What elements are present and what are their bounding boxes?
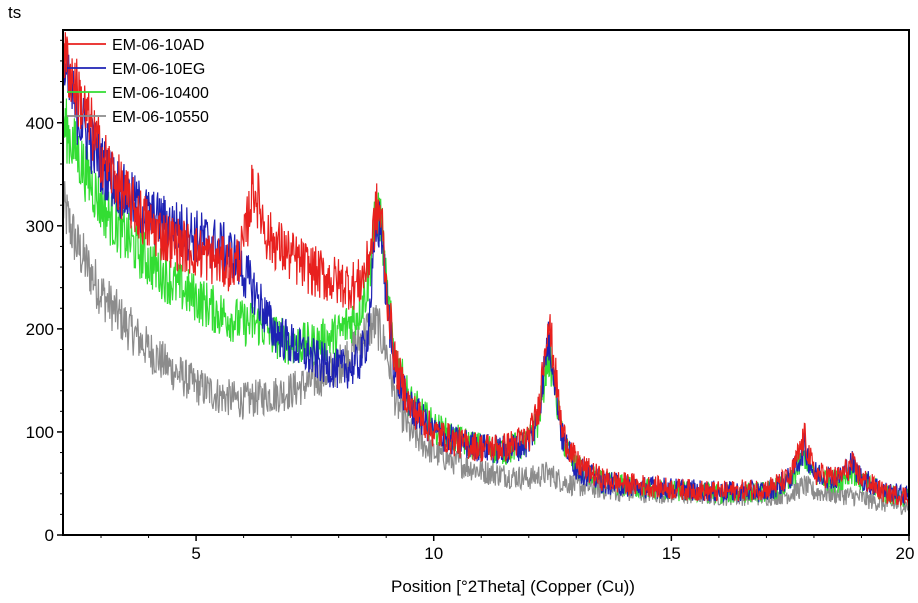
x-axis: 5 10 15 20 xyxy=(100,535,915,563)
x-tick-label: 15 xyxy=(662,544,681,563)
legend-label: EM-06-10400 xyxy=(112,85,209,102)
y-axis: 0 100 200 300 400 xyxy=(26,39,63,545)
x-axis-title: Position [°2Theta] (Copper (Cu)) xyxy=(391,577,635,596)
y-tick-label: 200 xyxy=(26,320,54,339)
series-layer xyxy=(62,32,910,516)
x-tick-label: 5 xyxy=(191,544,200,563)
legend-label: EM-06-10EG xyxy=(112,61,205,78)
y-tick-label: 100 xyxy=(26,423,54,442)
series-line-em-06-10400 xyxy=(62,98,910,508)
legend: EM-06-10AD EM-06-10EG EM-06-10400 EM-06-105… xyxy=(67,37,209,126)
series-line-em-06-10ad xyxy=(62,32,910,507)
y-axis-label-fragment: ts xyxy=(8,3,21,22)
x-tick-label: 10 xyxy=(424,544,443,563)
legend-label: EM-06-10AD xyxy=(112,37,204,54)
legend-label: EM-06-10550 xyxy=(112,109,209,126)
y-tick-label: 400 xyxy=(26,114,54,133)
x-tick-label: 20 xyxy=(896,544,915,563)
series-line-em-06-10550 xyxy=(62,181,910,516)
plot-frame xyxy=(62,29,910,536)
y-tick-label: 0 xyxy=(45,526,54,545)
y-tick-label: 300 xyxy=(26,217,54,236)
